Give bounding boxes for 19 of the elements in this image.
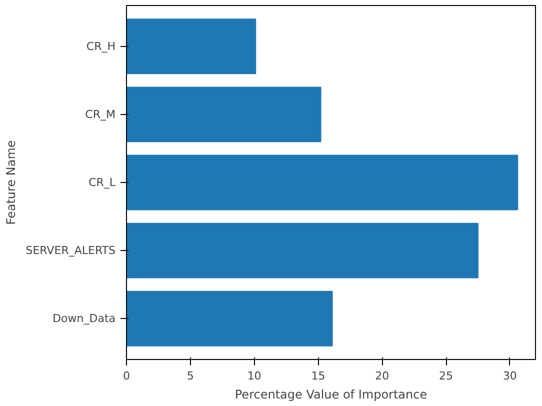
y-tick-label: CR_H [86,40,116,53]
x-tick-label: 15 [311,370,326,382]
y-tick-label: CR_L [88,176,116,189]
y-tick-label: SERVER_ALERTS [26,244,116,258]
bar [126,290,333,346]
bar [126,222,478,278]
x-tick-label: 10 [247,370,262,382]
x-tick-label: 0 [123,370,130,382]
bar [126,18,256,74]
y-axis-title: Feature Name [4,140,18,225]
x-tick-label: 30 [502,370,517,382]
bar [126,86,322,142]
x-axis-title: Percentage Value of Importance [234,388,428,402]
y-tick-label: Down_Data [52,312,116,326]
x-tick-label: 25 [439,370,454,382]
y-tick-label: CR_M [85,108,116,121]
x-tick-label: 5 [186,370,194,382]
bar [126,154,518,210]
x-tick-label: 20 [375,370,390,382]
